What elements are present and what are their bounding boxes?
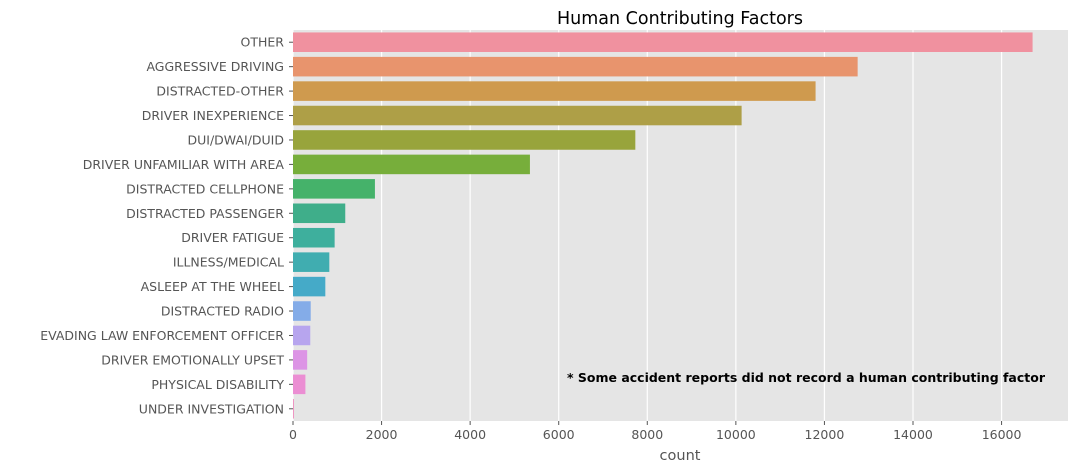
- category-label: PHYSICAL DISABILITY: [151, 377, 284, 392]
- x-tick-label: 8000: [631, 427, 663, 442]
- bar: [293, 301, 311, 321]
- annotation-note: * Some accident reports did not record a…: [567, 370, 1046, 385]
- x-axis-ticks: 0 2000 4000 6000 8000 10000 12000 14000 16000: [289, 421, 1022, 442]
- bar: [293, 399, 294, 419]
- x-tick-label: 0: [289, 427, 297, 442]
- x-tick-label: 16000: [982, 427, 1022, 442]
- category-label: DISTRACTED CELLPHONE: [126, 181, 284, 196]
- bar: [293, 130, 636, 150]
- x-tick-label: 2000: [366, 427, 398, 442]
- category-label: DRIVER FATIGUE: [181, 230, 284, 245]
- category-label: DISTRACTED PASSENGER: [126, 206, 284, 221]
- category-label: DRIVER INEXPERIENCE: [142, 108, 284, 123]
- x-tick-label: 12000: [805, 427, 845, 442]
- category-label: AGGRESSIVE DRIVING: [146, 59, 284, 74]
- x-tick-label: 10000: [716, 427, 756, 442]
- bar: [293, 203, 346, 224]
- x-tick-label: 6000: [543, 427, 575, 442]
- x-tick-label: 4000: [454, 427, 486, 442]
- bar: [293, 32, 1033, 52]
- category-label: DISTRACTED RADIO: [161, 304, 284, 319]
- bar: [293, 105, 742, 126]
- bar: [293, 56, 858, 77]
- bar: [293, 154, 530, 175]
- category-label: DISTRACTED-OTHER: [156, 84, 284, 99]
- category-label: DRIVER EMOTIONALLY UPSET: [101, 352, 284, 367]
- category-label: DRIVER UNFAMILIAR WITH AREA: [83, 157, 285, 172]
- category-label: ILLNESS/MEDICAL: [173, 255, 284, 270]
- category-label: ASLEEP AT THE WHEEL: [141, 279, 284, 294]
- bar: [293, 252, 330, 272]
- category-labels: OTHER AGGRESSIVE DRIVING DISTRACTED-OTHER D…: [40, 35, 293, 416]
- bar: [293, 81, 816, 101]
- bar: [293, 227, 335, 248]
- bar: [293, 374, 306, 395]
- category-label: EVADING LAW ENFORCEMENT OFFICER: [40, 328, 284, 343]
- x-axis-label: count: [660, 448, 701, 464]
- bar: [293, 350, 308, 370]
- chart-title: Human Contributing Factors: [557, 9, 803, 29]
- category-label: DUI/DWAI/DUID: [187, 132, 284, 147]
- bar: [293, 325, 311, 346]
- bars: [293, 32, 1033, 419]
- x-tick-label: 14000: [893, 427, 933, 442]
- category-label: OTHER: [241, 35, 285, 50]
- bar: [293, 276, 326, 297]
- category-label: UNDER INVESTIGATION: [139, 401, 284, 416]
- bar: [293, 179, 375, 199]
